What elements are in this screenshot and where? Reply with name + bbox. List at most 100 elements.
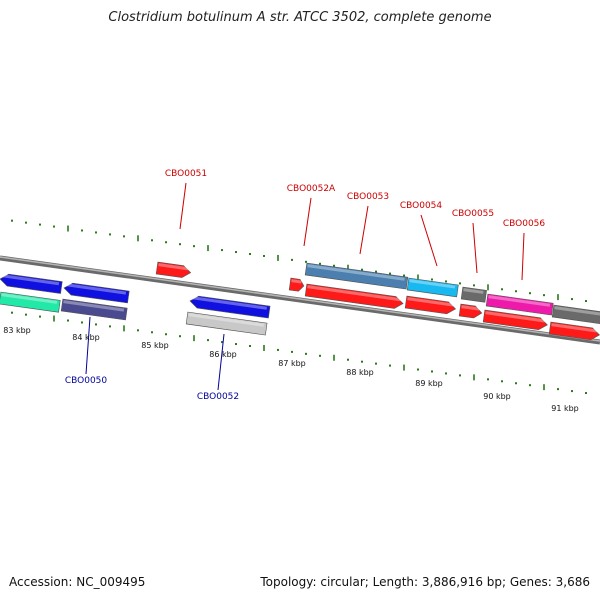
ruler-dot <box>179 243 181 246</box>
ruler-dot <box>11 311 13 314</box>
ruler-dot <box>361 268 363 271</box>
ruler-dot <box>417 368 419 371</box>
gene-block-gray[interactable] <box>551 304 600 325</box>
gene-label-cbo0052: CBO0052 <box>197 392 239 402</box>
ruler-dot <box>459 282 461 285</box>
ruler-dot <box>557 388 559 391</box>
ruler-dot <box>165 333 167 336</box>
ruler-dot <box>291 350 293 353</box>
ruler-dot <box>389 272 391 275</box>
ruler-dot <box>67 319 69 322</box>
ruler-dot <box>305 260 307 263</box>
ruler-labels: 83 kbp 84 kbp 85 kbp 86 kbp 87 kbp 88 kbp 89 k… <box>3 326 579 413</box>
gene-block-silver[interactable] <box>185 311 268 336</box>
ruler-dot <box>277 348 279 351</box>
ruler-dot <box>39 223 41 226</box>
ruler-dot <box>109 325 111 328</box>
ruler-dot <box>529 292 531 295</box>
gene-arrow-red[interactable] <box>404 295 457 315</box>
gene-arrow-red[interactable] <box>458 303 483 319</box>
ruler-dot <box>263 254 265 257</box>
ruler-dot <box>95 231 97 234</box>
ruler-label: 88 kbp <box>346 368 374 377</box>
gene-leader-line <box>217 333 225 391</box>
ruler-label: 86 kbp <box>209 350 237 359</box>
gene-leader-line <box>420 214 438 267</box>
gene-leader-line <box>472 222 478 274</box>
ruler-dot <box>529 384 531 387</box>
ruler-label: 84 kbp <box>72 333 100 342</box>
ruler-dot <box>291 258 293 261</box>
ruler-dot <box>207 339 209 342</box>
gene-label-cbo0053: CBO0053 <box>347 192 389 202</box>
ruler-ticks <box>53 225 559 391</box>
gene-label-cbo0056: CBO0056 <box>503 219 546 229</box>
ruler-label: 91 kbp <box>551 404 579 413</box>
ruler-label: 89 kbp <box>415 379 443 388</box>
ruler-dot <box>361 360 363 363</box>
genome-backbone <box>0 255 600 345</box>
ruler-dot <box>571 390 573 393</box>
ruler-dot <box>305 352 307 355</box>
gene-features[interactable] <box>0 261 600 341</box>
ruler-dot <box>165 241 167 244</box>
ruler-dot <box>235 343 237 346</box>
gene-labels: CBO0051 CBO0052A CBO0053 CBO0054 CBO0055 CBO0… <box>65 169 546 402</box>
accession-text: Accession: NC_009495 <box>9 575 146 589</box>
gene-block-cbo0053[interactable] <box>304 262 409 290</box>
ruler-dot <box>515 382 517 385</box>
ruler-label: 85 kbp <box>141 341 169 350</box>
gene-arrow-red[interactable] <box>548 321 600 341</box>
ruler-dot <box>249 345 251 347</box>
ruler-dot <box>25 221 27 224</box>
ruler-dot <box>319 354 321 357</box>
ruler-dot <box>81 321 83 324</box>
gene-arrow-red[interactable] <box>482 309 548 331</box>
gene-arrow-red[interactable] <box>304 283 404 309</box>
ruler-dot <box>333 264 335 267</box>
ruler-dot <box>39 315 41 318</box>
ruler-dot <box>81 229 83 232</box>
gene-block-purple[interactable] <box>60 298 128 321</box>
ruler-dot <box>179 335 181 338</box>
gene-arrow-blue[interactable] <box>0 273 63 294</box>
ruler-dot <box>389 364 391 367</box>
ruler-dot <box>375 270 377 273</box>
gene-label-cbo0050: CBO0050 <box>65 376 108 386</box>
ruler-dot <box>53 225 55 228</box>
gene-leader-line <box>521 232 525 281</box>
ruler-dot <box>375 362 377 365</box>
ruler-dot <box>585 300 587 303</box>
gene-block-cbo0054[interactable] <box>406 277 459 298</box>
ruler-dot <box>445 372 447 375</box>
genome-summary: Topology: circular; Length: 3,886,916 bp… <box>260 575 590 589</box>
ruler-dot <box>151 239 153 242</box>
ruler-dot <box>137 329 139 332</box>
gene-arrow-cbo0052[interactable] <box>189 295 271 319</box>
gene-arrow-cbo0051[interactable] <box>155 261 192 279</box>
ruler-dot <box>543 294 545 297</box>
ruler-dot <box>585 392 587 395</box>
ruler-dot <box>403 274 405 277</box>
gene-leader-line <box>179 182 187 230</box>
gene-label-cbo0051: CBO0051 <box>165 169 207 179</box>
gene-block-cbo0055[interactable] <box>460 286 487 303</box>
gene-leader-line <box>85 316 91 375</box>
gene-block-cbo0056[interactable] <box>485 293 554 316</box>
ruler-dot <box>487 378 489 381</box>
ruler-dot <box>431 278 433 281</box>
ruler-label: 90 kbp <box>483 392 511 401</box>
gene-arrow-blue[interactable] <box>63 282 130 304</box>
gene-arrow-red[interactable] <box>288 277 305 292</box>
ruler-label: 87 kbp <box>278 359 306 368</box>
map-title: Clostridium botulinum A str. ATCC 3502, … <box>108 10 492 25</box>
ruler-dot <box>11 219 13 222</box>
ruler-label: 83 kbp <box>3 326 31 335</box>
gene-leader-line <box>303 197 312 247</box>
gene-block-green[interactable] <box>0 291 61 313</box>
ruler-dot <box>151 331 153 334</box>
ruler-dot <box>571 298 573 301</box>
ruler-dot <box>445 280 447 283</box>
ruler-dots <box>11 219 587 395</box>
